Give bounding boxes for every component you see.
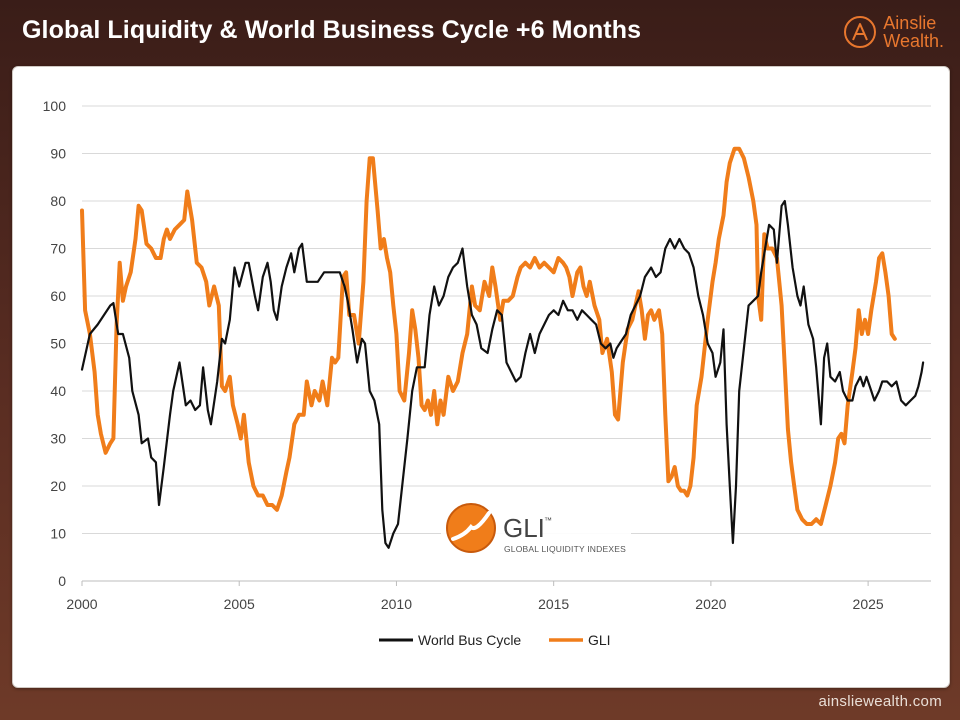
legend-label-gli: GLI xyxy=(588,632,611,648)
brand-line-1: Ainslie xyxy=(883,13,937,33)
brand-logo: Ainslie Wealth. xyxy=(843,10,944,54)
legend: World Bus Cycle GLI xyxy=(379,632,611,648)
x-tick-label: 2000 xyxy=(66,596,97,612)
y-tick-label: 70 xyxy=(50,241,66,257)
ainslie-logo-icon xyxy=(844,16,877,48)
y-tick-label: 20 xyxy=(50,478,66,494)
series-line-gli xyxy=(80,146,897,526)
x-tick-label: 2020 xyxy=(695,596,726,612)
x-tick-label: 2015 xyxy=(538,596,569,612)
gli-mark: GLI xyxy=(503,513,545,543)
y-tick-label: 50 xyxy=(50,336,66,352)
chart-card: 0 10 20 30 40 50 60 70 80 90 100 2000 2005 2010 2015 2… xyxy=(12,66,950,688)
header-bar: Global Liquidity & World Business Cycle … xyxy=(0,0,960,64)
y-tick-label: 60 xyxy=(50,288,66,304)
y-tick-label: 80 xyxy=(50,193,66,209)
y-tick-label: 40 xyxy=(50,383,66,399)
page-title: Global Liquidity & World Business Cycle … xyxy=(22,16,642,44)
x-tick-label: 2010 xyxy=(381,596,412,612)
gli-subtitle: GLOBAL LIQUIDITY INDEXES xyxy=(504,544,626,554)
gli-logo-ring-icon xyxy=(446,503,496,553)
series-lines xyxy=(80,146,925,549)
brand-line-2: Wealth. xyxy=(883,31,944,51)
y-tick-label: 100 xyxy=(43,98,67,114)
gli-watermark: GLI ™ GLOBAL LIQUIDITY INDEXES xyxy=(441,497,631,557)
legend-label-world-bus-cycle: World Bus Cycle xyxy=(418,632,521,648)
y-tick-label: 0 xyxy=(58,573,66,589)
x-tick-label: 2025 xyxy=(853,596,884,612)
gli-logo-swoosh-icon xyxy=(451,511,491,541)
x-axis: 2000 2005 2010 2015 2020 2025 xyxy=(66,580,931,612)
gli-tm: ™ xyxy=(544,516,552,525)
y-axis: 0 10 20 30 40 50 60 70 80 90 100 xyxy=(43,98,67,589)
y-tick-label: 30 xyxy=(50,431,66,447)
x-tick-label: 2005 xyxy=(224,596,255,612)
grid-lines xyxy=(82,105,931,582)
footer-url: ainsliewealth.com xyxy=(818,693,942,710)
y-tick-label: 10 xyxy=(50,526,66,542)
y-tick-label: 90 xyxy=(50,146,66,162)
brand-wordmark: Ainslie Wealth. xyxy=(883,14,944,50)
series-line-world-bus-cycle xyxy=(80,199,925,549)
